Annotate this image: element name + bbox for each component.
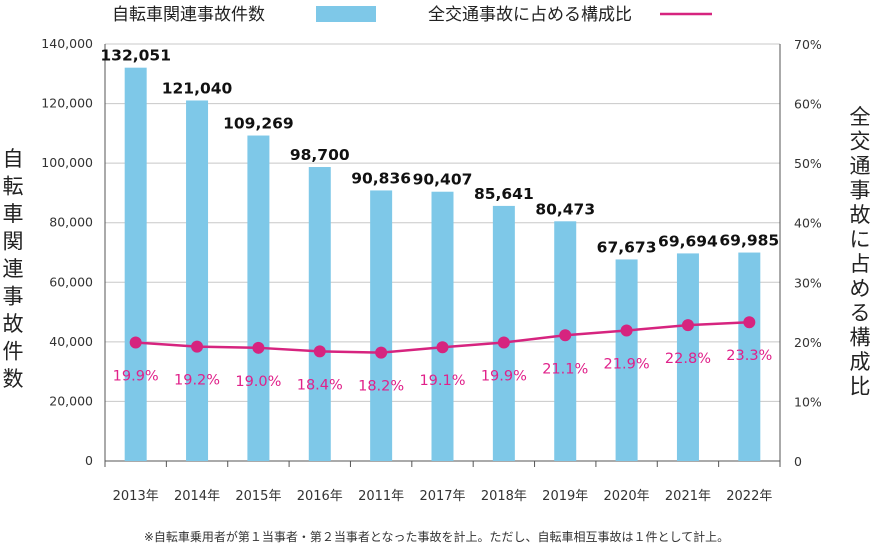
line-data-labels: 19.9% 19.2% 19.0% 18.4% 18.2% 19.1% 19.9% 21.1%… [113,348,773,394]
bar-value-label: 69,694 [658,232,718,250]
line-point [497,336,510,349]
bar-value-label: 121,040 [162,79,233,97]
percent-value-label: 19.2% [174,373,220,389]
left-tick-label: 0 [85,453,93,468]
legend: 自転車関連事故件数 全交通事故に占める構成比 [112,5,712,25]
bar-value-label: 69,985 [719,232,779,250]
line-point [313,345,326,358]
bar [124,67,147,461]
percent-value-label: 18.4% [297,377,343,393]
legend-bar-swatch [316,6,376,22]
legend-line-label: 全交通事故に占める構成比 [428,5,632,25]
line-series [129,316,756,359]
bar [615,259,638,461]
percent-value-label: 22.8% [665,351,711,367]
left-tick-label: 80,000 [49,215,93,230]
left-tick-label: 40,000 [49,334,93,349]
right-tick-label: 20% [794,335,822,350]
x-tick-label: 2011年 [358,489,404,504]
bar-value-label: 67,673 [597,238,657,256]
bar-value-label: 109,269 [223,115,294,133]
line-point [191,340,204,353]
line-point [252,341,265,354]
right-tick-label: 40% [794,216,822,231]
line-point [375,346,388,359]
x-axis-ticks: 2013年 2014年 2015年 2016年 2011年 2017年 2018年 2019年… [113,489,773,504]
line-point [559,329,572,342]
bar-value-label: 90,836 [351,169,411,187]
line-point [436,341,449,354]
left-tick-label: 120,000 [41,96,93,111]
legend-bar-label: 自転車関連事故件数 [112,5,265,25]
left-axis-ticks: 0 20,000 40,000 60,000 80,000 100,000 120,000 1… [41,36,93,468]
x-tick-label: 2013年 [113,489,159,504]
bar [186,100,209,461]
bar [492,205,515,461]
bar-value-label: 98,700 [290,146,350,164]
bar-value-label: 90,407 [413,171,473,189]
bar-value-label: 85,641 [474,185,534,203]
bar [308,167,331,461]
axes [104,44,781,467]
x-tick-label: 2014年 [174,489,220,504]
right-tick-label: 60% [794,97,822,112]
right-tick-label: 0 [794,454,802,469]
right-axis-title: 全交通事故に占める構成比 [850,105,871,399]
x-tick-label: 2021年 [665,489,711,504]
bar-series [124,67,761,462]
bar [247,135,270,461]
right-tick-label: 10% [794,394,822,409]
right-tick-label: 70% [794,37,822,52]
line-point [620,324,633,337]
percent-value-label: 21.1% [542,361,588,377]
percent-value-label: 21.9% [604,357,650,373]
left-tick-label: 140,000 [41,36,93,51]
x-tick-label: 2022年 [726,489,772,504]
left-axis-title: 自転車関連事故件数 [3,147,24,391]
x-tick-label: 2020年 [604,489,650,504]
bar [431,191,454,461]
percent-value-label: 23.3% [726,348,772,364]
right-tick-label: 30% [794,275,822,290]
left-axis-title-text: 自転車関連事故件数 [3,147,24,391]
right-tick-label: 50% [794,156,822,171]
bar-value-label: 80,473 [535,200,595,218]
left-tick-label: 100,000 [41,155,93,170]
percent-value-label: 19.9% [481,368,527,384]
x-tick-label: 2019年 [542,489,588,504]
percent-value-label: 19.0% [235,374,281,390]
line-point [681,319,694,332]
bar [738,252,761,461]
x-tick-label: 2015年 [235,489,281,504]
footnote: ※自転車乗用者が第１当事者・第２当事者となった事故を計上。ただし、自転車相互事故… [143,530,730,544]
line-point [743,316,756,329]
x-tick-label: 2017年 [419,489,465,504]
bar-value-label: 132,051 [100,47,171,65]
left-tick-label: 60,000 [49,274,93,289]
right-axis-ticks: 0 10% 20% 30% 40% 50% 60% 70% [794,37,822,469]
left-tick-label: 20,000 [49,393,93,408]
line-point [129,336,142,349]
x-tick-label: 2016年 [297,489,343,504]
percent-value-label: 19.1% [419,373,465,389]
x-tick-label: 2018年 [481,489,527,504]
percent-value-label: 19.9% [113,368,159,384]
bar [676,253,699,461]
percent-value-label: 18.2% [358,379,404,395]
bar [370,190,393,462]
right-axis-title-text: 全交通事故に占める構成比 [850,105,871,399]
